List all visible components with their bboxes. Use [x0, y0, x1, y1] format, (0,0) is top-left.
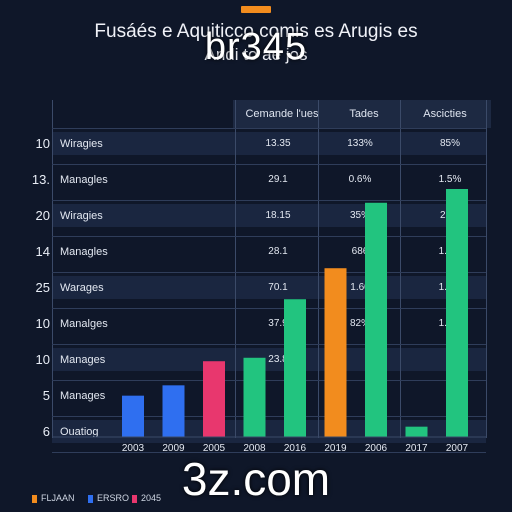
table-cell: 35% [349, 210, 370, 221]
row-label: Managles [60, 174, 108, 186]
legend-label: 2045 [141, 493, 162, 503]
grid-vline [400, 100, 401, 438]
table-cell: 18.15 [265, 210, 291, 221]
row-label: Manages [60, 354, 106, 366]
x-tick-label: 2009 [162, 443, 185, 454]
table-cell: 29.1 [268, 174, 288, 185]
legend-label: FLJAAN [41, 493, 75, 503]
watermark-bottom: 3z.com [181, 453, 331, 505]
grid-vline [318, 100, 319, 438]
legend-swatch [132, 495, 137, 503]
x-tick-label: 2008 [243, 443, 266, 454]
table-cell: 23.8 [268, 354, 288, 365]
x-tick-label: 2006 [364, 443, 388, 454]
bar-2007 [446, 189, 468, 437]
bar-2006 [365, 202, 387, 437]
bar-2003 [122, 395, 144, 437]
row-label: Warages [60, 282, 104, 294]
table-cell: 85% [439, 138, 460, 149]
grid-hline [52, 344, 486, 345]
chart-title: Fusáés e Aquiticco comis es Arugis es [94, 21, 418, 42]
grid-hline [52, 452, 486, 453]
legend-swatch [88, 495, 93, 503]
row-label: Manages [60, 390, 106, 402]
row-number: 6 [42, 424, 50, 439]
table-cell: 1.60 [350, 282, 370, 293]
table-cell: 13.35 [265, 138, 291, 149]
row-label: Managles [60, 246, 108, 258]
bar-2008 [243, 357, 266, 437]
row-label: Wiragies [60, 210, 103, 222]
bar-2017 [405, 426, 428, 437]
table-cell: 686 [351, 246, 369, 257]
row-label: Ouatiog [60, 426, 99, 438]
row-number: 10 [35, 352, 50, 367]
bar-2019 [324, 268, 347, 437]
bar-2005 [203, 361, 225, 437]
watermark-top: br345 [204, 26, 308, 68]
grid-vline [52, 100, 53, 438]
legend-label: ERSRO [97, 493, 130, 503]
x-tick-label: 2007 [445, 443, 469, 454]
table-cell: 37.9 [268, 318, 288, 329]
row-number: 25 [35, 280, 50, 295]
x-tick-label: 2017 [405, 443, 428, 454]
row-number: 10 [35, 136, 50, 151]
table-cell: 70.1 [268, 282, 288, 293]
row-label: Manalges [60, 318, 108, 330]
table-cell: 28.1 [268, 246, 288, 257]
grid-hline [52, 128, 486, 129]
table-cell: 1.5% [438, 174, 462, 185]
table-cell: 82% [349, 318, 370, 329]
x-tick-label: 2005 [202, 443, 226, 454]
row-label: Wiragies [60, 138, 103, 150]
table-header-bar [233, 100, 491, 128]
row-number: 20 [35, 208, 50, 223]
table-cell: 133% [347, 138, 373, 149]
bar-2009 [162, 385, 185, 437]
table-cell: 0.6% [348, 174, 372, 185]
x-tick-label: 2019 [324, 443, 347, 454]
grid-hline [52, 416, 486, 417]
grid-hline [52, 380, 486, 381]
chart-subtitle: Andi to ae jos [204, 45, 308, 64]
legend-swatch [32, 495, 37, 503]
grid-hline [52, 164, 486, 165]
row-number: 13. [31, 172, 50, 187]
grid-hline [52, 236, 486, 237]
bar-2016 [284, 299, 306, 437]
orange-accent-mark [241, 6, 271, 13]
row-number: 14 [35, 244, 50, 259]
header-col-3: Ascicties [423, 108, 467, 120]
x-tick-label: 2003 [121, 443, 145, 454]
row-number: 5 [42, 388, 50, 403]
grid-vline [486, 100, 487, 438]
table-row-band [52, 132, 486, 155]
grid-hline [52, 200, 486, 201]
grid-hline [52, 308, 486, 309]
header-col-2: Tades [349, 108, 379, 120]
grid-vline [235, 100, 236, 438]
header-col-1: Cemande l'ues [245, 108, 319, 120]
grid-hline [52, 272, 486, 273]
row-number: 10 [35, 316, 50, 331]
x-tick-label: 2016 [283, 443, 307, 454]
